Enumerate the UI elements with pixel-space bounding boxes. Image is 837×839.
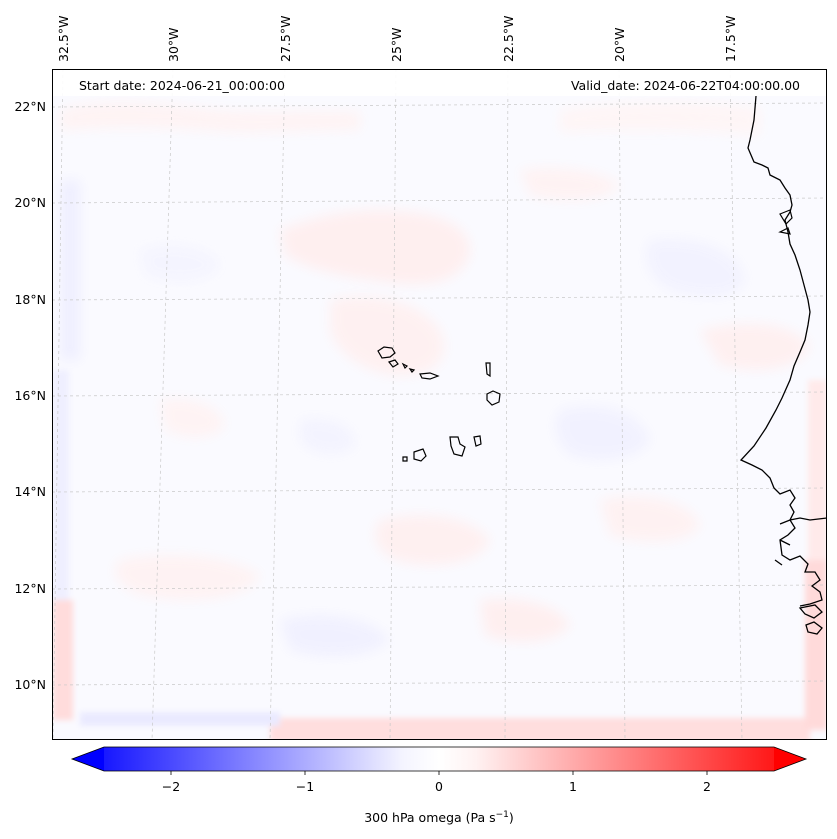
colorbar: −2 −1 0 1 2 300 hPa omega (Pa s−1) (70, 746, 808, 825)
colorbar-label: 300 hPa omega (Pa s−1) (364, 810, 514, 825)
colorbar-tick-2: 2 (703, 779, 711, 794)
gridlines (52, 69, 827, 740)
lat-tick-10n: 10°N (14, 677, 46, 692)
lat-tick-18n: 18°N (14, 292, 46, 307)
colorbar-tick-1: 1 (569, 779, 577, 794)
lon-tick-25w: 25°W (389, 27, 404, 62)
lat-tick-12n: 12°N (14, 581, 46, 596)
lon-tick-30w: 30°W (166, 27, 181, 62)
map-panel (52, 69, 827, 740)
latitude-ticks: 22°N 20°N 18°N 16°N 14°N 12°N 10°N (14, 99, 46, 692)
lat-tick-14n: 14°N (14, 484, 46, 499)
african-coastline (739, 95, 827, 635)
start-date-label: Start date: 2024-06-21_00:00:00 (79, 78, 285, 93)
map-frame (52, 69, 827, 740)
colorbar-tick-neg2: −2 (162, 779, 180, 794)
colorbar-tick-neg1: −1 (296, 779, 314, 794)
islands (377, 346, 501, 462)
lon-tick-22-5w: 22.5°W (501, 16, 516, 62)
colorbar-tick-0: 0 (435, 779, 443, 794)
longitude-ticks: 32.5°W 30°W 27.5°W 25°W 22.5°W 20°W 17.5… (56, 16, 738, 62)
lat-tick-22n: 22°N (14, 99, 46, 114)
lon-tick-27-5w: 27.5°W (278, 16, 293, 62)
lon-tick-17-5w: 17.5°W (723, 16, 738, 62)
valid-date-label: Valid_date: 2024-06-22T04:00:00.00 (571, 78, 800, 93)
lat-tick-20n: 20°N (14, 195, 46, 210)
lat-tick-16n: 16°N (14, 388, 46, 403)
lon-tick-32-5w: 32.5°W (56, 16, 71, 62)
coastal-islands (778, 209, 793, 235)
omega-field (52, 69, 827, 740)
lon-tick-20w: 20°W (612, 27, 627, 62)
